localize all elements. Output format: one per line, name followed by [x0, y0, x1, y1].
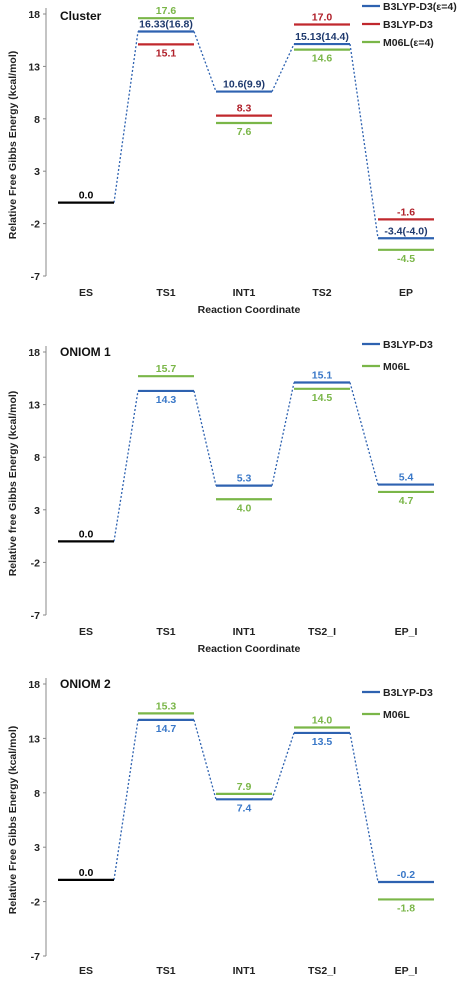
data-label: 7.4 — [237, 802, 252, 814]
data-label: 5.4 — [399, 472, 414, 484]
connector-line — [113, 719, 139, 880]
data-label: 0.0 — [79, 528, 94, 540]
y-tick-label: -2 — [31, 897, 40, 909]
y-tick-label: 3 — [34, 505, 40, 517]
y-tick-label: 18 — [28, 9, 40, 21]
legend-label: B3LYP-D3(ε=4) — [383, 1, 457, 13]
data-label: 13.5 — [312, 736, 333, 748]
data-label: -1.6 — [397, 206, 415, 218]
data-label: 7.9 — [237, 781, 252, 793]
chart-panel-3: 18 13 8 3 -2 -7 Relative Free Gibbs Energy (kc… — [7, 677, 434, 977]
y-tick-label: 8 — [34, 452, 40, 464]
x-tick-label: TS1 — [156, 287, 175, 299]
chart-title: Cluster — [60, 9, 102, 23]
y-tick-label: 8 — [34, 114, 40, 126]
data-label: 15.7 — [156, 363, 177, 375]
y-tick-label: -2 — [31, 219, 40, 231]
legend-label: M06L(ε=4) — [383, 37, 434, 49]
y-tick-label: -2 — [31, 557, 40, 569]
connector-line — [113, 31, 139, 203]
data-label: 7.6 — [237, 126, 252, 138]
y-tick-label: 8 — [34, 788, 40, 800]
data-label: 5.3 — [237, 473, 252, 485]
x-axis-title: Reaction Coordinate — [198, 304, 301, 316]
data-label: 15.1 — [156, 47, 177, 59]
y-tick-label: -7 — [31, 610, 40, 622]
y-tick-label: 18 — [28, 347, 40, 359]
x-tick-label: TS2_I — [308, 965, 336, 977]
data-label: 4.7 — [399, 495, 414, 507]
legend-label: M06L — [383, 361, 410, 373]
y-tick-label: 3 — [34, 842, 40, 854]
data-label: 15.3 — [156, 700, 177, 712]
y-axis-title: Relative Free Gibbs Energy (kcal/mol) — [7, 51, 19, 239]
connector-line — [271, 732, 295, 800]
data-label: 10.6(9.9) — [223, 79, 265, 91]
x-tick-label: TS2_I — [308, 626, 336, 638]
legend-label: B3LYP-D3 — [383, 339, 433, 351]
data-label: 17.0 — [312, 11, 333, 23]
legend-label: M06L — [383, 709, 410, 721]
y-tick-label: -7 — [31, 271, 40, 283]
chart-panel-1: 18 13 8 3 -2 -7 Relative Free Gibbs Energy (kc… — [7, 1, 457, 316]
y-tick-label: 13 — [28, 61, 40, 73]
x-tick-label: TS2 — [312, 287, 331, 299]
y-tick-label: 13 — [28, 733, 40, 745]
connector-line — [113, 390, 139, 542]
data-label: -4.5 — [397, 253, 415, 265]
data-label: -0.2 — [397, 869, 415, 881]
legend-label: B3LYP-D3 — [383, 19, 433, 31]
x-tick-label: TS1 — [156, 965, 175, 977]
y-tick-label: 13 — [28, 400, 40, 412]
chart-title: ONIOM 1 — [60, 345, 111, 359]
chart-title: ONIOM 2 — [60, 677, 111, 691]
y-axis-title: Relative Free Gibbs Energy (kcal/mol) — [7, 726, 19, 914]
data-label: 0.0 — [79, 867, 94, 879]
data-label: 17.6 — [156, 5, 177, 17]
data-label: 14.7 — [156, 723, 177, 735]
y-tick-label: 3 — [34, 166, 40, 178]
x-tick-label: TS1 — [156, 626, 175, 638]
connector-line — [271, 382, 295, 486]
data-label: 14.6 — [312, 53, 333, 65]
data-label: 8.3 — [237, 103, 252, 115]
connector-line — [349, 43, 379, 239]
y-axis-title: Relative free Gibbs Energy (kcal/mol) — [7, 391, 19, 577]
connector-line — [193, 719, 217, 800]
connector-line — [193, 31, 217, 92]
data-label: 0.0 — [79, 190, 94, 202]
x-tick-label: EP_I — [395, 626, 418, 638]
x-axis-title: Reaction Coordinate — [198, 643, 301, 655]
x-tick-label: INT1 — [233, 626, 256, 638]
chart-panel-2: 18 13 8 3 -2 -7 Relative free Gibbs Energy (kc… — [7, 339, 434, 655]
connector-line — [271, 43, 295, 92]
data-label: 15.1 — [312, 370, 333, 382]
data-label: 16.33(16.8) — [139, 19, 193, 31]
x-tick-label: ES — [79, 287, 93, 299]
x-tick-label: ES — [79, 626, 93, 638]
y-tick-label: 18 — [28, 679, 40, 691]
y-tick-label: -7 — [31, 951, 40, 963]
data-label: 4.0 — [237, 502, 252, 514]
connector-line — [349, 382, 379, 485]
connector-line — [349, 732, 379, 883]
x-tick-label: EP_I — [395, 965, 418, 977]
legend-label: B3LYP-D3 — [383, 687, 433, 699]
x-tick-label: ES — [79, 965, 93, 977]
data-label: 14.3 — [156, 394, 177, 406]
data-label: 14.0 — [312, 715, 333, 727]
data-label: -3.4(-4.0) — [384, 225, 427, 237]
x-tick-label: INT1 — [233, 965, 256, 977]
x-tick-label: EP — [399, 287, 413, 299]
data-label: 15.13(14.4) — [295, 31, 349, 43]
data-label: 14.5 — [312, 392, 333, 404]
connector-line — [193, 390, 217, 486]
data-label: -1.8 — [397, 902, 415, 914]
x-tick-label: INT1 — [233, 287, 256, 299]
